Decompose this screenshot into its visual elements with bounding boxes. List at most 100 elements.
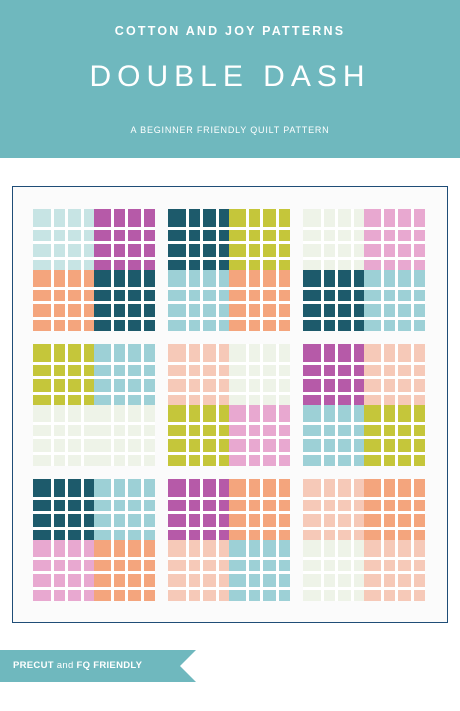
quilt-dash-horizontal bbox=[33, 301, 155, 304]
quilt-dash-vertical bbox=[395, 209, 398, 331]
quilt-patch bbox=[364, 270, 425, 331]
quilt-patch bbox=[168, 270, 229, 331]
quilt-dash-horizontal bbox=[168, 422, 290, 425]
quilt-dash-vertical bbox=[411, 209, 414, 331]
quilt-patch bbox=[303, 479, 364, 540]
quilt-dash-vertical bbox=[335, 344, 338, 466]
quilt-patch bbox=[303, 344, 364, 405]
quilt-dash-vertical bbox=[216, 209, 219, 331]
quilt-patch bbox=[33, 540, 94, 601]
quilt-dash-vertical bbox=[246, 479, 249, 601]
quilt-dash-vertical bbox=[351, 209, 354, 331]
quilt-dash-vertical bbox=[351, 344, 354, 466]
quilt-dash-horizontal bbox=[33, 422, 155, 425]
quilt-dash-vertical bbox=[81, 344, 84, 466]
quilt-dash-horizontal bbox=[168, 317, 290, 320]
quilt-dash-vertical bbox=[125, 344, 128, 466]
quilt-dash-horizontal bbox=[303, 587, 425, 590]
quilt-dash-horizontal bbox=[303, 301, 425, 304]
quilt-patch bbox=[229, 270, 290, 331]
header-banner: COTTON AND JOY PATTERNS DOUBLE DASH A BE… bbox=[0, 0, 460, 158]
quilt-dash-vertical bbox=[200, 344, 203, 466]
quilt-dash-horizontal bbox=[303, 511, 425, 514]
quilt-dash-vertical bbox=[335, 479, 338, 601]
quilt-dash-horizontal bbox=[303, 422, 425, 425]
quilt-dash-vertical bbox=[321, 344, 324, 466]
quilt-patch bbox=[229, 209, 290, 270]
quilt-patch bbox=[364, 540, 425, 601]
brand-name: COTTON AND JOY PATTERNS bbox=[114, 24, 346, 38]
quilt-dash-vertical bbox=[65, 209, 68, 331]
quilt-patch bbox=[94, 344, 155, 405]
quilt-dash-vertical bbox=[381, 344, 384, 466]
quilt-dash-horizontal bbox=[168, 511, 290, 514]
quilt-dash-horizontal bbox=[303, 527, 425, 530]
precut-word: PRECUT bbox=[13, 660, 54, 671]
quilt-patch bbox=[364, 209, 425, 270]
quilt-dash-horizontal bbox=[33, 257, 155, 260]
quilt-dash-horizontal bbox=[303, 376, 425, 379]
quilt-dash-vertical bbox=[260, 209, 263, 331]
quilt-dash-horizontal bbox=[303, 557, 425, 560]
quilt-dash-vertical bbox=[200, 209, 203, 331]
quilt-dash-horizontal bbox=[33, 436, 155, 439]
quilt-dash-horizontal bbox=[303, 436, 425, 439]
quilt-dash-horizontal bbox=[303, 287, 425, 290]
quilt-dash-vertical bbox=[51, 479, 54, 601]
quilt-dash-vertical bbox=[186, 209, 189, 331]
quilt-dash-horizontal bbox=[168, 557, 290, 560]
quilt-patch bbox=[229, 405, 290, 466]
quilt-dash-vertical bbox=[411, 344, 414, 466]
quilt-dash-vertical bbox=[246, 209, 249, 331]
quilt-dash-vertical bbox=[381, 479, 384, 601]
quilt-dash-vertical bbox=[335, 209, 338, 331]
quilt-dash-horizontal bbox=[168, 301, 290, 304]
quilt-patch bbox=[94, 209, 155, 270]
pattern-title: DOUBLE DASH bbox=[89, 60, 371, 93]
quilt-dash-vertical bbox=[276, 479, 279, 601]
quilt-dash-horizontal bbox=[303, 392, 425, 395]
quilt-dash-vertical bbox=[111, 479, 114, 601]
quilt-patch bbox=[168, 540, 229, 601]
quilt-dash-vertical bbox=[111, 209, 114, 331]
quilt-dash-vertical bbox=[246, 344, 249, 466]
quilt-patch bbox=[364, 405, 425, 466]
quilt-dash-horizontal bbox=[33, 287, 155, 290]
quilt-dash-vertical bbox=[216, 479, 219, 601]
quilt-patch bbox=[168, 209, 229, 270]
quilt-dash-horizontal bbox=[303, 362, 425, 365]
quilt-dash-horizontal bbox=[168, 241, 290, 244]
quilt-dash-horizontal bbox=[33, 362, 155, 365]
quilt-dash-horizontal bbox=[168, 392, 290, 395]
quilt-patch bbox=[33, 479, 94, 540]
quilt-dash-horizontal bbox=[168, 362, 290, 365]
quilt-patch bbox=[168, 405, 229, 466]
quilt-dash-vertical bbox=[186, 344, 189, 466]
quilt-dash-vertical bbox=[260, 479, 263, 601]
quilt-patch bbox=[33, 209, 94, 270]
quilt-dash-vertical bbox=[381, 209, 384, 331]
quilt-dash-vertical bbox=[81, 209, 84, 331]
quilt-dash-vertical bbox=[321, 209, 324, 331]
quilt-patch bbox=[94, 479, 155, 540]
quilt-dash-horizontal bbox=[168, 376, 290, 379]
quilt-dash-vertical bbox=[411, 479, 414, 601]
quilt-dash-horizontal bbox=[168, 587, 290, 590]
quilt-dash-horizontal bbox=[33, 452, 155, 455]
quilt-patch bbox=[364, 344, 425, 405]
quilt-dash-vertical bbox=[141, 344, 144, 466]
quilt-dash-horizontal bbox=[168, 452, 290, 455]
quilt-dash-horizontal bbox=[33, 527, 155, 530]
pattern-subtitle: A BEGINNER FRIENDLY QUILT PATTERN bbox=[130, 125, 330, 135]
quilt-dash-vertical bbox=[111, 344, 114, 466]
quilt-dash-vertical bbox=[260, 344, 263, 466]
quilt-dash-vertical bbox=[216, 344, 219, 466]
fq-friendly-word: FQ FRIENDLY bbox=[76, 660, 143, 671]
quilt-patch bbox=[168, 344, 229, 405]
quilt-dash-vertical bbox=[141, 209, 144, 331]
quilt-dash-vertical bbox=[186, 479, 189, 601]
quilt-dash-vertical bbox=[321, 479, 324, 601]
quilt-illustration bbox=[33, 209, 425, 601]
quilt-dash-horizontal bbox=[33, 392, 155, 395]
quilt-dash-horizontal bbox=[303, 227, 425, 230]
